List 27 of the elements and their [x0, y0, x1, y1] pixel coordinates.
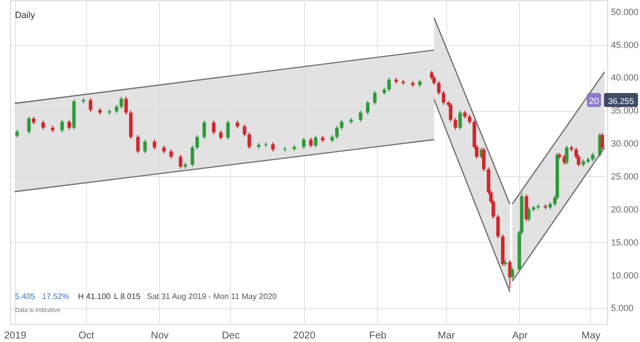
x-tick-label: Nov: [150, 330, 169, 342]
y-tick-label: 15.000: [611, 237, 639, 248]
x-tick-label: Oct: [78, 330, 94, 342]
y-tick-label: 5.000: [611, 303, 634, 314]
x-tick-label: Dec: [222, 330, 240, 342]
y-tick-label: 30.000: [611, 138, 639, 149]
text: 36.255: [608, 96, 634, 106]
y-tick-label: 35.000: [611, 106, 639, 116]
annotation: L 8.015: [114, 292, 141, 301]
x-tick-label: May: [581, 330, 600, 342]
annotation: 17.52%: [42, 292, 70, 301]
y-tick-label: 20.000: [611, 204, 639, 214]
x-tick-label: 2019: [4, 330, 27, 342]
y-tick-label: 40.000: [611, 72, 639, 83]
annotation: 20: [588, 96, 600, 106]
x-tick-label: Feb: [369, 330, 387, 342]
x-tick-label: Apr: [512, 330, 528, 342]
annotation: H 41.100: [78, 292, 112, 301]
x-tick-label: 2020: [293, 330, 316, 342]
y-tick-label: 50.000: [611, 6, 639, 17]
x-tick-label: Mar: [438, 330, 456, 342]
annotation: 5.405: [15, 292, 36, 301]
y-tick-label: 10.000: [611, 270, 639, 280]
text: Daily: [15, 10, 36, 20]
y-tick-label: 45.000: [611, 40, 639, 50]
y-tick-label: 25.000: [611, 171, 639, 182]
annotation: Sat 31 Aug 2019 - Mon 11 May 2020: [147, 292, 278, 301]
